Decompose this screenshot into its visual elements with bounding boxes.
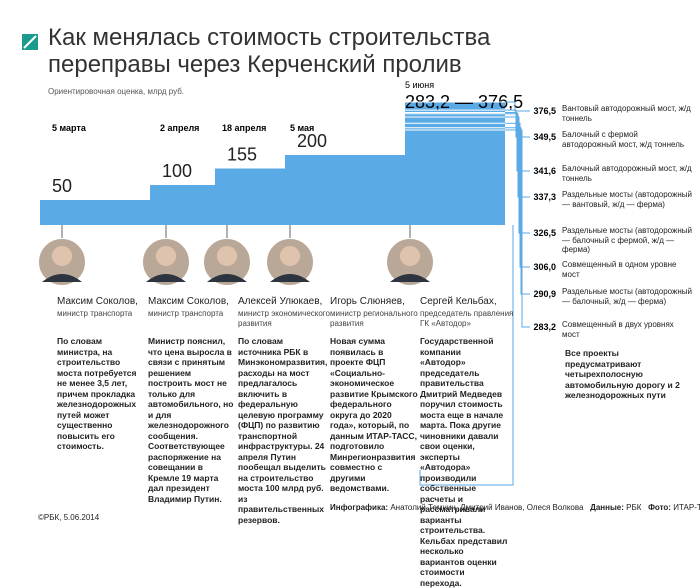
photo-face [217, 246, 237, 266]
label: Фото: [648, 503, 671, 512]
title: Как менялась стоимость строительства пер… [48, 24, 491, 78]
step-value: 200 [297, 131, 327, 151]
option-value: 337,3 [533, 192, 556, 202]
photo-suit [270, 274, 310, 282]
person-position: министр транспорта [57, 309, 133, 318]
option-value: 349,5 [533, 132, 556, 142]
connector [505, 127, 530, 295]
note: Все проекты предусматривают четырехполос… [565, 348, 680, 400]
option-value: 290,9 [533, 289, 556, 299]
person-name: Игорь Слюняев, [330, 296, 405, 307]
option-value: 341,6 [533, 166, 556, 176]
range-bar [405, 102, 505, 225]
step-bar [285, 155, 405, 225]
option-value: 326,5 [533, 228, 556, 238]
step-date: 5 марта [52, 123, 87, 133]
step-value: 50 [52, 176, 72, 196]
person-name: Максим Соколов, [148, 296, 229, 307]
infographic: 50 5 марта 100 2 апреля 155 18 апреля 200 5 мая… [22, 24, 700, 588]
connector [505, 116, 530, 234]
option-text: Совмещенный в двух уровнях мост [562, 320, 674, 339]
step-value: 155 [227, 145, 257, 165]
connector [505, 122, 530, 268]
subtitle: Ориентировочная оценка, млрд руб. [48, 87, 185, 96]
option-text: Балочный с фермой автодорожный мост, ж/д… [562, 130, 685, 149]
authors: Анатолий Темнин, Дмитрий Иванов, Олеся В… [390, 503, 584, 512]
photo-suit [390, 274, 430, 282]
person-quote: По словам министра, на строительство мос… [57, 336, 137, 451]
step-bar [215, 168, 285, 225]
option-text: Балочный автодорожный мост, ж/д тоннель [562, 164, 692, 183]
label: Данные: [590, 503, 624, 512]
person-quote: Новая сумма появилась в проекте ФЦП «Соц… [330, 336, 418, 493]
connector [505, 112, 530, 172]
option-text: Раздельные мосты (автодорожный — вантовы… [562, 190, 692, 209]
option-value: 283,2 [533, 322, 556, 332]
person-position: министр транспорта [148, 309, 224, 318]
photo-face [400, 246, 420, 266]
photo-suit [146, 274, 186, 282]
option-text: Вантовый автодорожный мост, ж/д тоннель [562, 104, 691, 123]
person-quote: Министр пояснил, что цена выросла в связ… [148, 336, 234, 504]
person-position: министр экономического развития [238, 309, 330, 328]
sources: Инфографика: Анатолий Темнин, Дмитрий Ив… [330, 502, 700, 513]
person-quote: Государственной компании «Автодор» предс… [420, 336, 508, 588]
photo-face [280, 246, 300, 266]
step-bar [40, 200, 150, 225]
photo-face [52, 246, 72, 266]
step-date: 5 мая [290, 123, 314, 133]
photo-suit [42, 274, 82, 282]
step-date: 2 апреля [160, 123, 199, 133]
step-date: 18 апреля [222, 123, 266, 133]
photo-suit [207, 274, 247, 282]
source: ИТАР-ТАСС [673, 503, 700, 512]
person-position: председатель правления ГК «Автодор» [420, 309, 514, 328]
option-text: Раздельные мосты (автодорожный — балочны… [562, 226, 692, 254]
credit: ©РБК, 5.06.2014 [38, 513, 100, 522]
person-name: Максим Соколов, [57, 296, 138, 307]
source: РБК [626, 503, 642, 512]
person-name: Сергей Кельбах, [420, 296, 497, 307]
option-text: Раздельные мосты (автодорожный — балочны… [562, 287, 692, 306]
connector [505, 129, 530, 328]
connector [505, 101, 530, 112]
option-value: 306,0 [533, 262, 556, 272]
connector [505, 113, 530, 198]
connector [419, 225, 514, 486]
person-position: министр регионального развития [330, 309, 418, 328]
step-bar [150, 185, 215, 225]
person-quote: По словам источника РБК в Минэкономразви… [238, 336, 328, 525]
option-value: 376,5 [533, 106, 556, 116]
option-text: Совмещенный в одном уровне мост [562, 260, 677, 279]
photo-face [156, 246, 176, 266]
person-name: Алексей Улюкаев, [238, 296, 323, 307]
label: Инфографика: [330, 503, 389, 512]
final-date: 5 июня [405, 80, 434, 90]
logo-mark [23, 35, 37, 49]
step-value: 100 [162, 161, 192, 181]
